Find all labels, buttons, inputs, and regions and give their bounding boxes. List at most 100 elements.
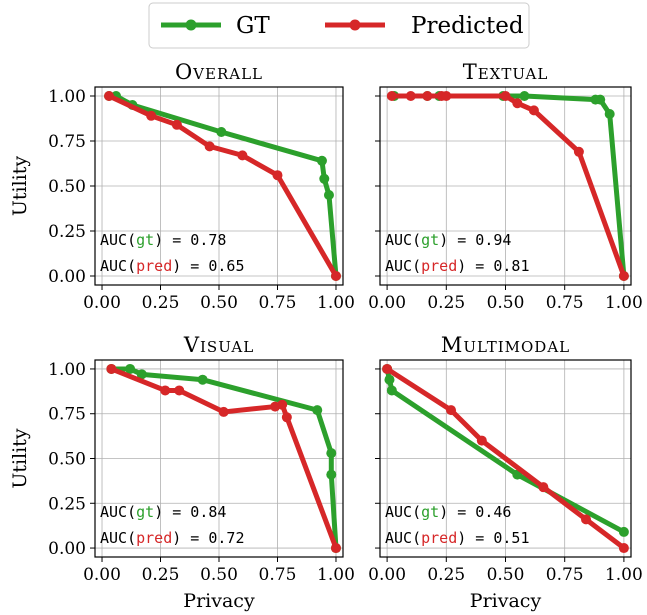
x-tick-label: 0.50 bbox=[200, 293, 238, 313]
auc-pred-word: pred bbox=[421, 529, 457, 547]
auc-pred-prefix: AUC( bbox=[385, 257, 421, 275]
data-point-gt bbox=[519, 91, 530, 101]
x-tick-label: 0.75 bbox=[259, 293, 297, 313]
data-point-predicted bbox=[204, 141, 215, 152]
data-point-predicted bbox=[330, 271, 341, 281]
data-point-gt bbox=[326, 469, 337, 480]
x-tick-label: 0.25 bbox=[142, 293, 180, 313]
auc-pred-word: pred bbox=[136, 257, 172, 275]
axes-frame bbox=[94, 86, 344, 286]
data-point-predicted bbox=[581, 514, 592, 525]
auc-pred-annotation: AUC(pred) = 0.65 bbox=[100, 257, 245, 275]
auc-gt-word: gt bbox=[136, 503, 154, 521]
auc-pred-prefix: AUC( bbox=[100, 529, 136, 547]
legend-predicted-marker bbox=[349, 19, 361, 31]
subplot-visual: Visual 0.00 0.00 0.25 0.25 0.50 0.50 0.75 0.75 1.… bbox=[9, 333, 355, 612]
auc-pred-value: ) = 0.72 bbox=[172, 529, 244, 547]
legend-item-gt: GT bbox=[161, 13, 270, 39]
auc-pred-word: pred bbox=[421, 257, 457, 275]
legend-gt-marker bbox=[185, 19, 197, 31]
auc-gt-prefix: AUC( bbox=[100, 231, 136, 249]
auc-pred-word: pred bbox=[136, 529, 172, 547]
data-point-predicted bbox=[618, 271, 629, 281]
data-point-predicted bbox=[281, 412, 292, 423]
x-tick-label: 0.25 bbox=[427, 293, 465, 313]
x-tick-label: 0.50 bbox=[487, 565, 525, 585]
data-point-predicted bbox=[330, 543, 341, 554]
subplot-multimodal: Multimodal 0.00 0.25 0.50 0.75 1.00 Privacy AUC… bbox=[368, 333, 643, 612]
auc-gt-value: ) = 0.78 bbox=[154, 231, 226, 249]
data-point-predicted bbox=[500, 91, 511, 101]
x-tick-label: 1.00 bbox=[317, 565, 355, 585]
data-point-gt bbox=[604, 109, 615, 119]
data-point-predicted bbox=[218, 406, 229, 417]
data-point-predicted bbox=[512, 98, 523, 109]
auc-gt-annotation: AUC(gt) = 0.84 bbox=[100, 503, 226, 521]
data-point-gt bbox=[384, 374, 395, 385]
data-point-gt bbox=[323, 190, 334, 200]
series-line-predicted bbox=[389, 93, 627, 279]
x-tick-label: 0.50 bbox=[200, 565, 238, 585]
y-axis-label: Utility bbox=[9, 156, 31, 217]
data-point-predicted bbox=[160, 385, 171, 396]
axes-frame bbox=[379, 86, 632, 286]
auc-pred-prefix: AUC( bbox=[100, 257, 136, 275]
auc-gt-prefix: AUC( bbox=[385, 231, 421, 249]
data-point-predicted bbox=[277, 399, 288, 410]
x-tick-label: 0.00 bbox=[368, 293, 406, 313]
x-axis-label: Privacy bbox=[470, 590, 542, 612]
x-tick-label: 1.00 bbox=[317, 293, 355, 313]
legend-predicted-label: Predicted bbox=[411, 13, 524, 39]
data-point-predicted bbox=[146, 110, 157, 121]
auc-gt-annotation: AUC(gt) = 0.46 bbox=[385, 503, 511, 521]
auc-gt-value: ) = 0.84 bbox=[154, 503, 226, 521]
data-point-predicted bbox=[538, 482, 549, 493]
auc-gt-value: ) = 0.46 bbox=[439, 503, 511, 521]
data-point-gt bbox=[197, 374, 208, 385]
legend-item-predicted: Predicted bbox=[325, 13, 524, 39]
auc-pred-value: ) = 0.51 bbox=[457, 529, 529, 547]
x-tick-label: 0.25 bbox=[427, 565, 465, 585]
x-tick-label: 0.00 bbox=[368, 565, 406, 585]
data-point-predicted bbox=[106, 363, 117, 374]
data-point-gt bbox=[312, 405, 323, 416]
data-point-predicted bbox=[618, 543, 629, 554]
data-point-predicted bbox=[171, 119, 182, 130]
auc-gt-prefix: AUC( bbox=[385, 503, 421, 521]
data-point-gt bbox=[216, 127, 227, 137]
y-tick-label: 0.00 bbox=[48, 539, 86, 559]
x-tick-label: 0.75 bbox=[546, 293, 584, 313]
auc-pred-value: ) = 0.81 bbox=[457, 257, 529, 275]
auc-gt-word: gt bbox=[136, 231, 154, 249]
data-point-gt bbox=[326, 448, 337, 459]
x-tick-label: 1.00 bbox=[605, 293, 643, 313]
legend-gt-label: GT bbox=[236, 13, 270, 39]
x-tick-label: 0.00 bbox=[83, 293, 121, 313]
x-tick-label: 1.00 bbox=[605, 565, 643, 585]
data-point-gt bbox=[136, 369, 147, 380]
data-point-gt bbox=[618, 526, 629, 537]
subplot-title: Visual bbox=[183, 333, 254, 357]
auc-pred-prefix: AUC( bbox=[385, 529, 421, 547]
auc-gt-prefix: AUC( bbox=[100, 503, 136, 521]
data-point-predicted bbox=[446, 405, 457, 416]
subplot-overall: Overall 0.00 0.00 0.25 0.25 0.50 0.50 0.75 0.75 1… bbox=[9, 60, 355, 313]
data-point-predicted bbox=[174, 385, 185, 396]
data-point-gt bbox=[386, 385, 397, 396]
data-point-predicted bbox=[237, 150, 248, 161]
y-axis-label: Utility bbox=[9, 428, 31, 489]
data-point-predicted bbox=[382, 363, 393, 374]
data-point-gt bbox=[125, 363, 136, 374]
auc-gt-annotation: AUC(gt) = 0.78 bbox=[100, 231, 226, 249]
y-tick-label: 0.75 bbox=[48, 405, 86, 425]
data-point-predicted bbox=[441, 91, 452, 101]
legend: GT Predicted bbox=[148, 2, 530, 49]
y-tick-label: 1.00 bbox=[48, 360, 86, 380]
y-tick-label: 0.75 bbox=[48, 132, 86, 152]
x-tick-label: 0.25 bbox=[142, 565, 180, 585]
data-point-predicted bbox=[405, 91, 416, 101]
auc-gt-value: ) = 0.94 bbox=[439, 231, 511, 249]
y-tick-label: 0.25 bbox=[48, 494, 86, 514]
data-point-gt bbox=[595, 94, 606, 105]
